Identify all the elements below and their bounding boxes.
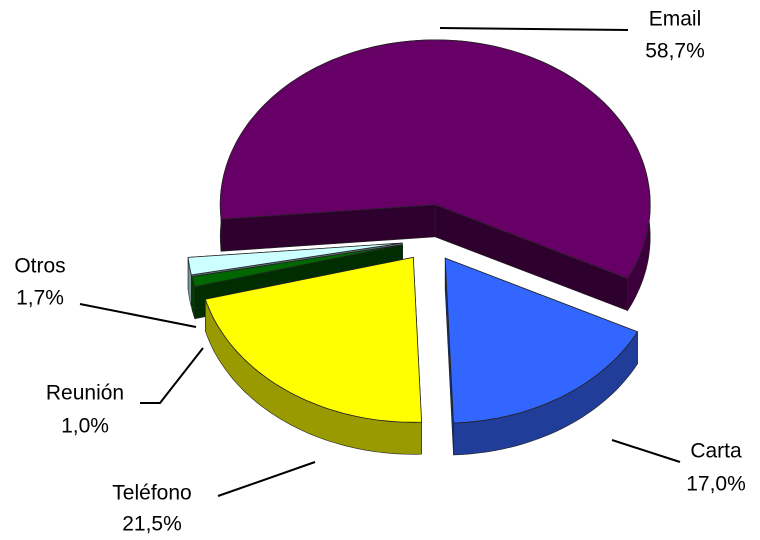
slice-top	[444, 257, 639, 424]
slice	[444, 257, 639, 456]
leader-line	[79, 303, 197, 328]
slice-label: Carta	[690, 440, 742, 463]
slice-label: Email	[649, 8, 702, 31]
slice-top	[191, 244, 403, 288]
slice-label: Reunión	[46, 382, 124, 405]
leader-line	[611, 439, 681, 463]
slice-value-label: 1,7%	[16, 287, 64, 310]
leader-line	[140, 347, 204, 404]
slice-label: Teléfono	[112, 482, 191, 505]
slice-top	[219, 39, 651, 280]
labels: Email 58,7% Carta 17,0% Teléfono 21,5% Reunión…	[14, 8, 745, 536]
leader-line	[217, 461, 316, 497]
slice-top	[187, 242, 403, 276]
slice-value-label: 58,7%	[645, 40, 705, 63]
leader-line	[439, 27, 629, 31]
slice-label: Otros	[14, 255, 65, 278]
slice-value-label: 21,5%	[122, 513, 182, 536]
slice	[219, 39, 651, 312]
pie	[187, 39, 651, 456]
slice-value-label: 1,0%	[61, 415, 109, 438]
slice	[204, 256, 423, 455]
slice-value-label: 17,0%	[686, 473, 746, 496]
slice-top	[204, 256, 423, 423]
